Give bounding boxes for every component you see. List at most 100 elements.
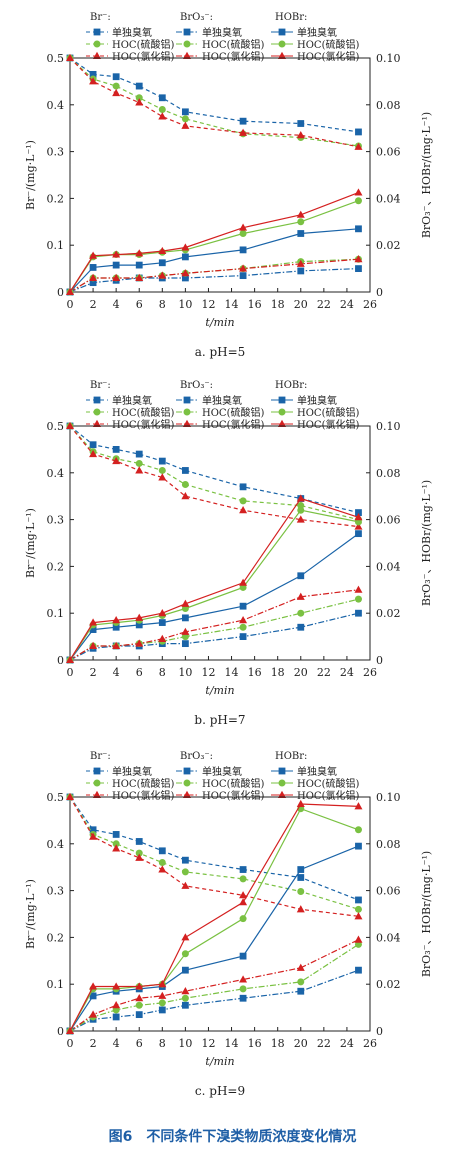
data-point	[89, 77, 98, 85]
chart-panel-1: Br⁻: BrO₃⁻: HOBr:单独臭氧HOC(硫酸铝)HOC(氯化铝)单独臭氧H…	[24, 12, 433, 359]
data-point	[158, 865, 167, 873]
data-point	[135, 459, 143, 467]
data-point	[181, 627, 190, 635]
data-point	[135, 621, 143, 629]
series-dashed	[66, 422, 362, 524]
y-left-tick-label: 0.1	[47, 978, 65, 991]
series-line	[69, 509, 359, 661]
data-point	[296, 515, 305, 523]
x-tick-label: 20	[294, 1037, 308, 1050]
y-left-tick-label: 0.2	[47, 560, 65, 573]
series-solid	[66, 494, 363, 663]
data-point	[181, 121, 190, 129]
data-point	[354, 585, 363, 593]
data-point	[354, 513, 363, 521]
y-right-tick-label: 0.04	[376, 560, 401, 573]
data-point	[239, 633, 247, 640]
series-dashdot	[66, 265, 362, 296]
y-left-tick-label: 0.5	[47, 791, 65, 804]
legend-group-title: BrO₃⁻:	[180, 751, 213, 762]
legend-label: HOC(氯化铝)	[297, 789, 359, 802]
legend-label: HOC(氯化铝)	[297, 418, 359, 431]
data-point	[239, 497, 247, 505]
series-dashed	[66, 793, 362, 913]
data-point	[297, 218, 305, 226]
data-point	[181, 274, 189, 282]
x-tick-label: 0	[67, 298, 74, 311]
data-point	[89, 70, 97, 78]
data-point	[296, 592, 305, 600]
legend-label: HOC(氯化铝)	[202, 418, 264, 431]
data-point	[66, 1026, 74, 1034]
data-point	[181, 492, 190, 500]
y-left-axis-label: Br⁻/(mg·L⁻¹)	[24, 140, 37, 210]
x-tick-label: 4	[113, 666, 120, 679]
data-point	[296, 131, 305, 139]
data-point	[135, 450, 143, 458]
x-tick-label: 16	[248, 298, 262, 311]
legend-label: 单独臭氧	[202, 26, 242, 39]
plot-frame	[69, 57, 371, 293]
y-left-tick-label: 0.4	[47, 467, 65, 480]
legend-label: 单独臭氧	[297, 394, 337, 407]
data-point	[112, 641, 121, 649]
data-point	[89, 641, 98, 649]
x-tick-label: 24	[340, 298, 354, 311]
data-point	[354, 912, 363, 920]
legend-marker	[278, 396, 286, 404]
y-left-tick-label: 0.2	[47, 931, 65, 944]
data-point	[239, 994, 247, 1002]
data-point	[239, 985, 247, 993]
data-point	[296, 494, 305, 502]
data-point	[354, 935, 363, 943]
data-point	[354, 197, 362, 205]
series-line	[69, 57, 359, 148]
data-point	[158, 466, 166, 474]
data-point	[296, 963, 305, 971]
x-tick-label: 10	[178, 666, 192, 679]
y-left-axis-label: Br⁻/(mg·L⁻¹)	[24, 508, 37, 578]
legend-marker	[93, 790, 101, 798]
data-point	[354, 522, 363, 530]
legend-marker	[93, 779, 101, 787]
data-point	[297, 623, 305, 631]
y-right-tick-label: 0	[376, 654, 383, 667]
series-dashdot	[66, 940, 362, 1035]
data-point	[239, 578, 248, 586]
x-tick-label: 22	[317, 666, 331, 679]
series-solid	[66, 188, 363, 295]
data-point	[135, 466, 144, 474]
y-right-tick-label: 0.10	[376, 52, 401, 65]
data-point	[296, 905, 305, 913]
y-right-tick-label: 0.08	[376, 99, 401, 112]
x-tick-label: 20	[294, 298, 308, 311]
data-point	[239, 272, 247, 280]
series-line	[69, 497, 359, 661]
data-point	[135, 1001, 143, 1009]
x-tick-label: 18	[271, 298, 285, 311]
series-dashed	[66, 793, 362, 904]
y-left-tick-label: 0	[57, 654, 64, 667]
data-point	[112, 844, 121, 852]
data-point	[89, 618, 98, 626]
y-right-axis-label: BrO₃⁻、HOBr/(mg·L⁻¹)	[420, 112, 433, 238]
legend-label: HOC(硫酸铝)	[112, 38, 174, 51]
legend-label: 单独臭氧	[112, 394, 152, 407]
x-axis-label: t/min	[205, 316, 234, 329]
data-point	[181, 933, 190, 941]
data-point	[158, 1006, 166, 1014]
x-tick-label: 16	[248, 1037, 262, 1050]
data-point	[239, 875, 247, 883]
x-tick-label: 12	[201, 666, 215, 679]
legend-marker	[183, 28, 191, 36]
series-line	[69, 845, 359, 1032]
data-point	[181, 987, 190, 995]
legend: Br⁻: BrO₃⁻: HOBr:单独臭氧HOC(硫酸铝)HOC(氯化铝)单独臭氧H…	[86, 12, 359, 63]
y-right-tick-label: 0.02	[376, 978, 401, 991]
panel-subtitle: c. pH=9	[195, 1084, 245, 1098]
data-point	[181, 108, 189, 116]
legend-label: 单独臭氧	[297, 765, 337, 778]
y-left-tick-label: 0.3	[47, 514, 65, 527]
data-point	[355, 509, 362, 516]
